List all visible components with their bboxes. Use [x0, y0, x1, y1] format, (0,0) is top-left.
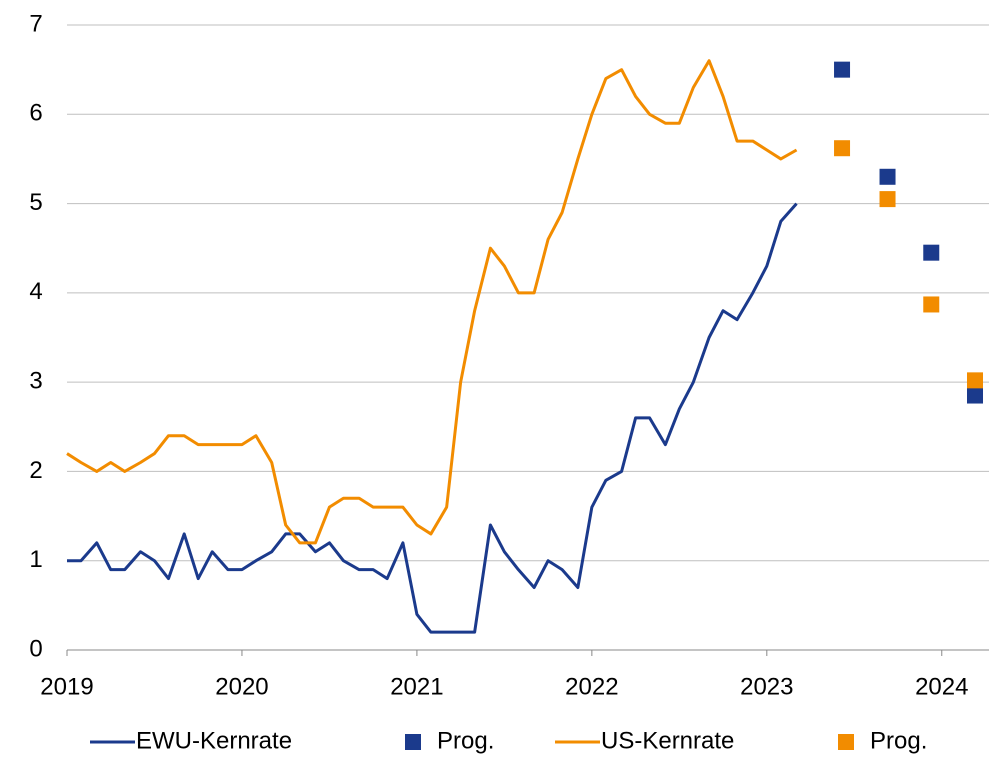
- legend-label: US-Kernrate: [601, 727, 734, 754]
- marker: [834, 140, 851, 157]
- x-tick-label: 2021: [390, 673, 443, 700]
- legend-symbol: [405, 734, 421, 750]
- y-tick-label: 6: [29, 100, 42, 127]
- line: [66, 59, 798, 545]
- marker: [967, 387, 984, 404]
- marker: [923, 244, 940, 261]
- y-tick-label: 4: [29, 278, 42, 305]
- y-tick-label: 5: [29, 189, 42, 216]
- y-tick-label: 7: [29, 10, 42, 37]
- legend-symbol: [838, 734, 854, 750]
- x-tick-label: 2023: [740, 673, 793, 700]
- x-tick-label: 2020: [215, 673, 268, 700]
- legend-label: Prog.: [437, 727, 494, 754]
- marker: [923, 296, 940, 313]
- x-tick-label: 2024: [915, 673, 968, 700]
- legend-label: Prog.: [870, 727, 927, 754]
- line: [67, 202, 798, 634]
- y-tick-label: 1: [29, 546, 42, 573]
- x-tick-label: 2019: [40, 673, 93, 700]
- y-tick-label: 2: [29, 457, 42, 484]
- y-tick-label: 3: [29, 367, 42, 394]
- marker: [967, 372, 984, 389]
- y-tick-label: 0: [29, 635, 42, 662]
- marker: [879, 168, 896, 185]
- marker: [879, 191, 896, 208]
- x-tick-label: 2022: [565, 673, 618, 700]
- marker: [834, 61, 851, 78]
- legend-label: EWU-Kernrate: [136, 727, 292, 754]
